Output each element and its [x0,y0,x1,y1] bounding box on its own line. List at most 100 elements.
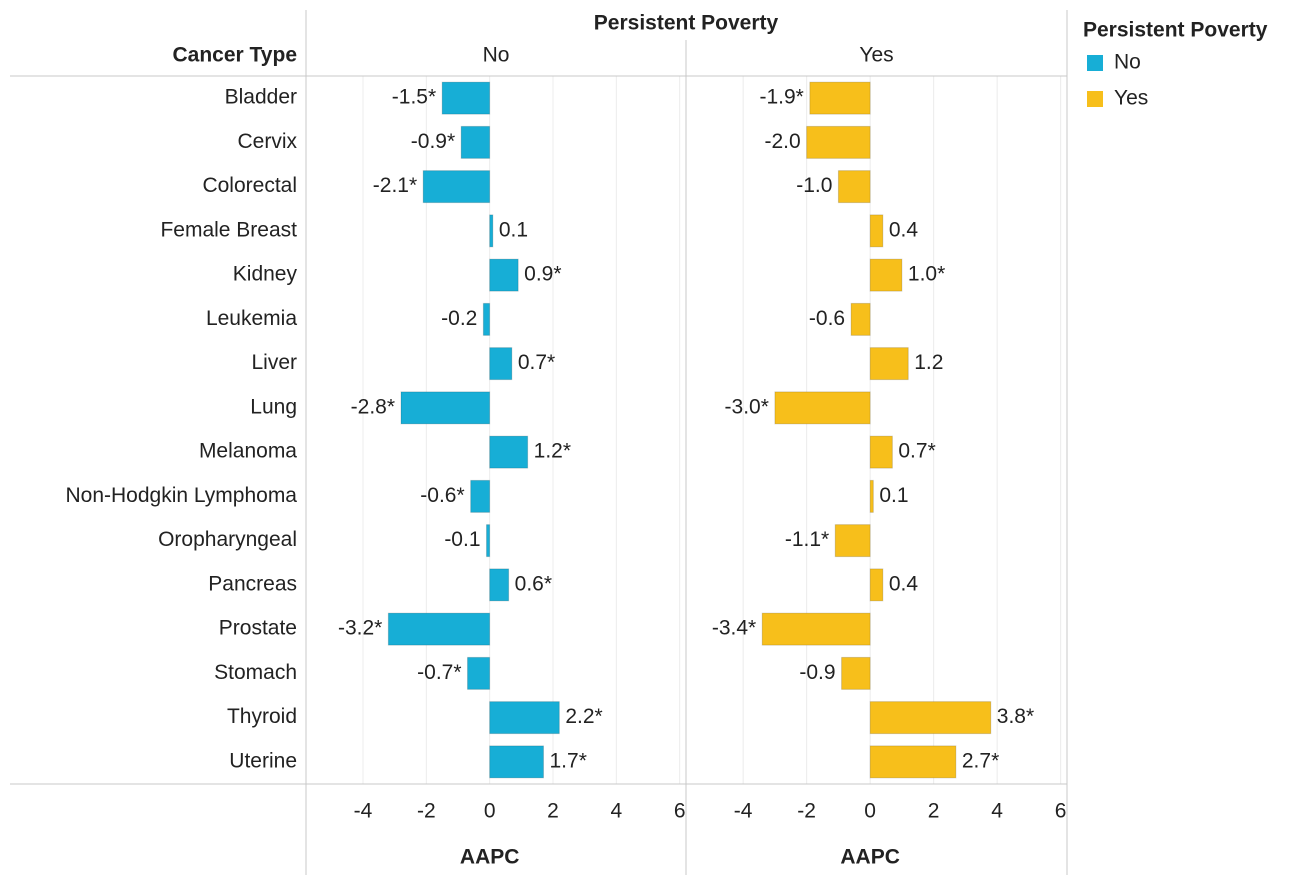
bar [486,524,491,558]
bar [470,479,491,513]
x-tick-label: 4 [991,800,1003,823]
value-label: 1.0* [908,263,945,286]
bar [400,391,491,425]
value-label: -0.6 [809,307,845,330]
bar [489,258,519,292]
category-label: Prostate [219,617,297,640]
bar [809,81,871,115]
legend-label: No [1114,51,1141,74]
row-header: Cancer Type [173,44,298,67]
bar [761,612,871,646]
x-axis-label: AAPC [460,846,520,869]
value-label: -3.2* [338,617,382,640]
panel-label: Yes [859,44,893,67]
bar [834,524,871,558]
value-label: 1.2* [534,440,571,463]
bar [837,170,871,204]
bar [460,125,491,159]
value-label: 1.2 [914,351,943,374]
category-label: Cervix [237,130,297,153]
category-label: Kidney [233,263,298,286]
value-label: -3.0* [725,395,769,418]
value-label: -1.9* [759,86,803,109]
bar [441,81,491,115]
legend-swatch [1087,55,1103,71]
x-axis-label: AAPC [840,846,900,869]
x-tick-label: -4 [354,800,373,823]
value-label: 0.1 [499,218,528,241]
value-label: 0.7* [518,351,555,374]
value-label: -1.0 [796,174,832,197]
bar [869,435,893,469]
legend-swatch [1087,91,1103,107]
value-label: -1.1* [785,528,829,551]
value-label: 0.7* [898,440,935,463]
category-label: Female Breast [160,218,297,241]
bar [869,347,909,381]
bar [489,347,513,381]
x-tick-label: 2 [547,800,559,823]
x-tick-label: 0 [484,800,496,823]
x-tick-label: 6 [1055,800,1067,823]
bar [489,568,510,602]
panel-label: No [483,44,510,67]
value-label: 2.2* [565,705,602,728]
category-label: Non-Hodgkin Lymphoma [65,484,297,507]
bar [869,214,884,248]
value-label: 1.7* [550,749,587,772]
value-label: -0.2 [441,307,477,330]
value-label: -2.0 [764,130,800,153]
legend-label: Yes [1114,87,1148,110]
bar [869,258,903,292]
category-label: Stomach [214,661,297,684]
category-label: Leukemia [206,307,297,330]
x-tick-label: -2 [417,800,436,823]
value-label: 2.7* [962,749,999,772]
value-label: -0.6* [420,484,464,507]
value-label: -2.8* [351,395,395,418]
value-label: 0.4 [889,218,919,241]
value-label: -0.7* [417,661,461,684]
category-label: Melanoma [199,440,297,463]
bar [774,391,871,425]
bar [869,745,957,779]
value-label: -1.5* [392,86,436,109]
bar [467,656,491,690]
value-label: -0.9 [799,661,835,684]
value-label: -2.1* [373,174,417,197]
x-tick-label: -2 [797,800,816,823]
value-label: -0.9* [411,130,455,153]
bar [489,435,529,469]
x-tick-label: -4 [734,800,753,823]
bar [869,479,874,513]
bar [869,568,884,602]
category-label: Colorectal [202,174,297,197]
legend-title: Persistent Poverty [1083,19,1268,42]
value-label: 0.6* [515,572,552,595]
bar [489,745,544,779]
category-label: Lung [250,395,297,418]
bar [869,701,992,735]
x-tick-label: 4 [610,800,622,823]
value-label: 0.4 [889,572,919,595]
category-label: Thyroid [227,705,297,728]
bar [489,214,494,248]
bar [806,125,871,159]
column-header: Persistent Poverty [594,12,779,35]
value-label: 0.1 [879,484,908,507]
category-label: Pancreas [208,572,297,595]
bar [489,701,560,735]
value-label: 3.8* [997,705,1034,728]
value-label: -0.1 [444,528,480,551]
bar [850,302,871,336]
value-label: 0.9* [524,263,561,286]
category-label: Bladder [225,86,297,109]
category-label: Uterine [229,749,297,772]
x-tick-label: 0 [864,800,876,823]
bar [422,170,491,204]
value-label: -3.4* [712,617,756,640]
category-label: Oropharyngeal [158,528,297,551]
x-tick-label: 2 [928,800,940,823]
